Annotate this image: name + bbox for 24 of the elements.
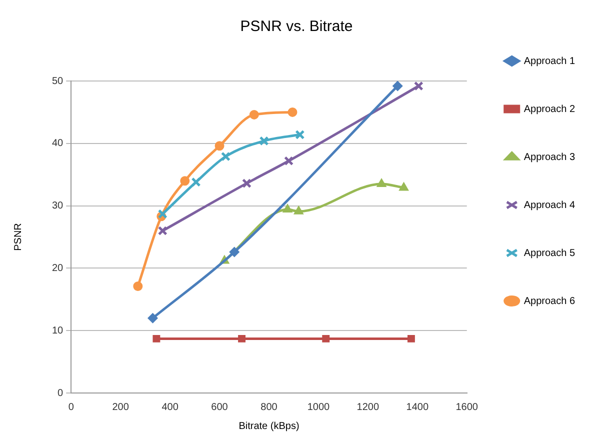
legend-label: Approach 3 bbox=[524, 152, 576, 163]
legend-label: Approach 1 bbox=[524, 56, 576, 67]
x-tick-label: 1400 bbox=[406, 402, 429, 413]
y-tick-label: 50 bbox=[52, 76, 64, 87]
x-tick-label: 1000 bbox=[307, 402, 330, 413]
y-tick-label: 10 bbox=[52, 325, 64, 336]
legend-label: Approach 2 bbox=[524, 104, 576, 115]
x-tick-label: 400 bbox=[162, 402, 179, 413]
x-tick-label: 800 bbox=[260, 402, 278, 413]
y-tick-label: 0 bbox=[58, 388, 64, 399]
x-axis-title: Bitrate (kBps) bbox=[238, 420, 300, 432]
x-tick-label: 200 bbox=[112, 402, 130, 413]
x-tick-label: 1200 bbox=[356, 402, 380, 413]
y-tick-label: 30 bbox=[52, 200, 64, 212]
chart-title: PSNR vs. Bitrate bbox=[240, 18, 353, 36]
x-tick-label: 1600 bbox=[456, 402, 478, 413]
legend-label: Approach 4 bbox=[524, 200, 576, 211]
y-tick-label: 20 bbox=[52, 262, 64, 274]
legend-label: Approach 5 bbox=[524, 248, 576, 259]
x-tick-label: 0 bbox=[68, 402, 74, 413]
y-axis-title: PSNR bbox=[12, 223, 24, 251]
legend-label: Approach 6 bbox=[524, 296, 576, 307]
x-tick-label: 600 bbox=[211, 402, 228, 413]
y-tick-label: 40 bbox=[52, 138, 64, 150]
